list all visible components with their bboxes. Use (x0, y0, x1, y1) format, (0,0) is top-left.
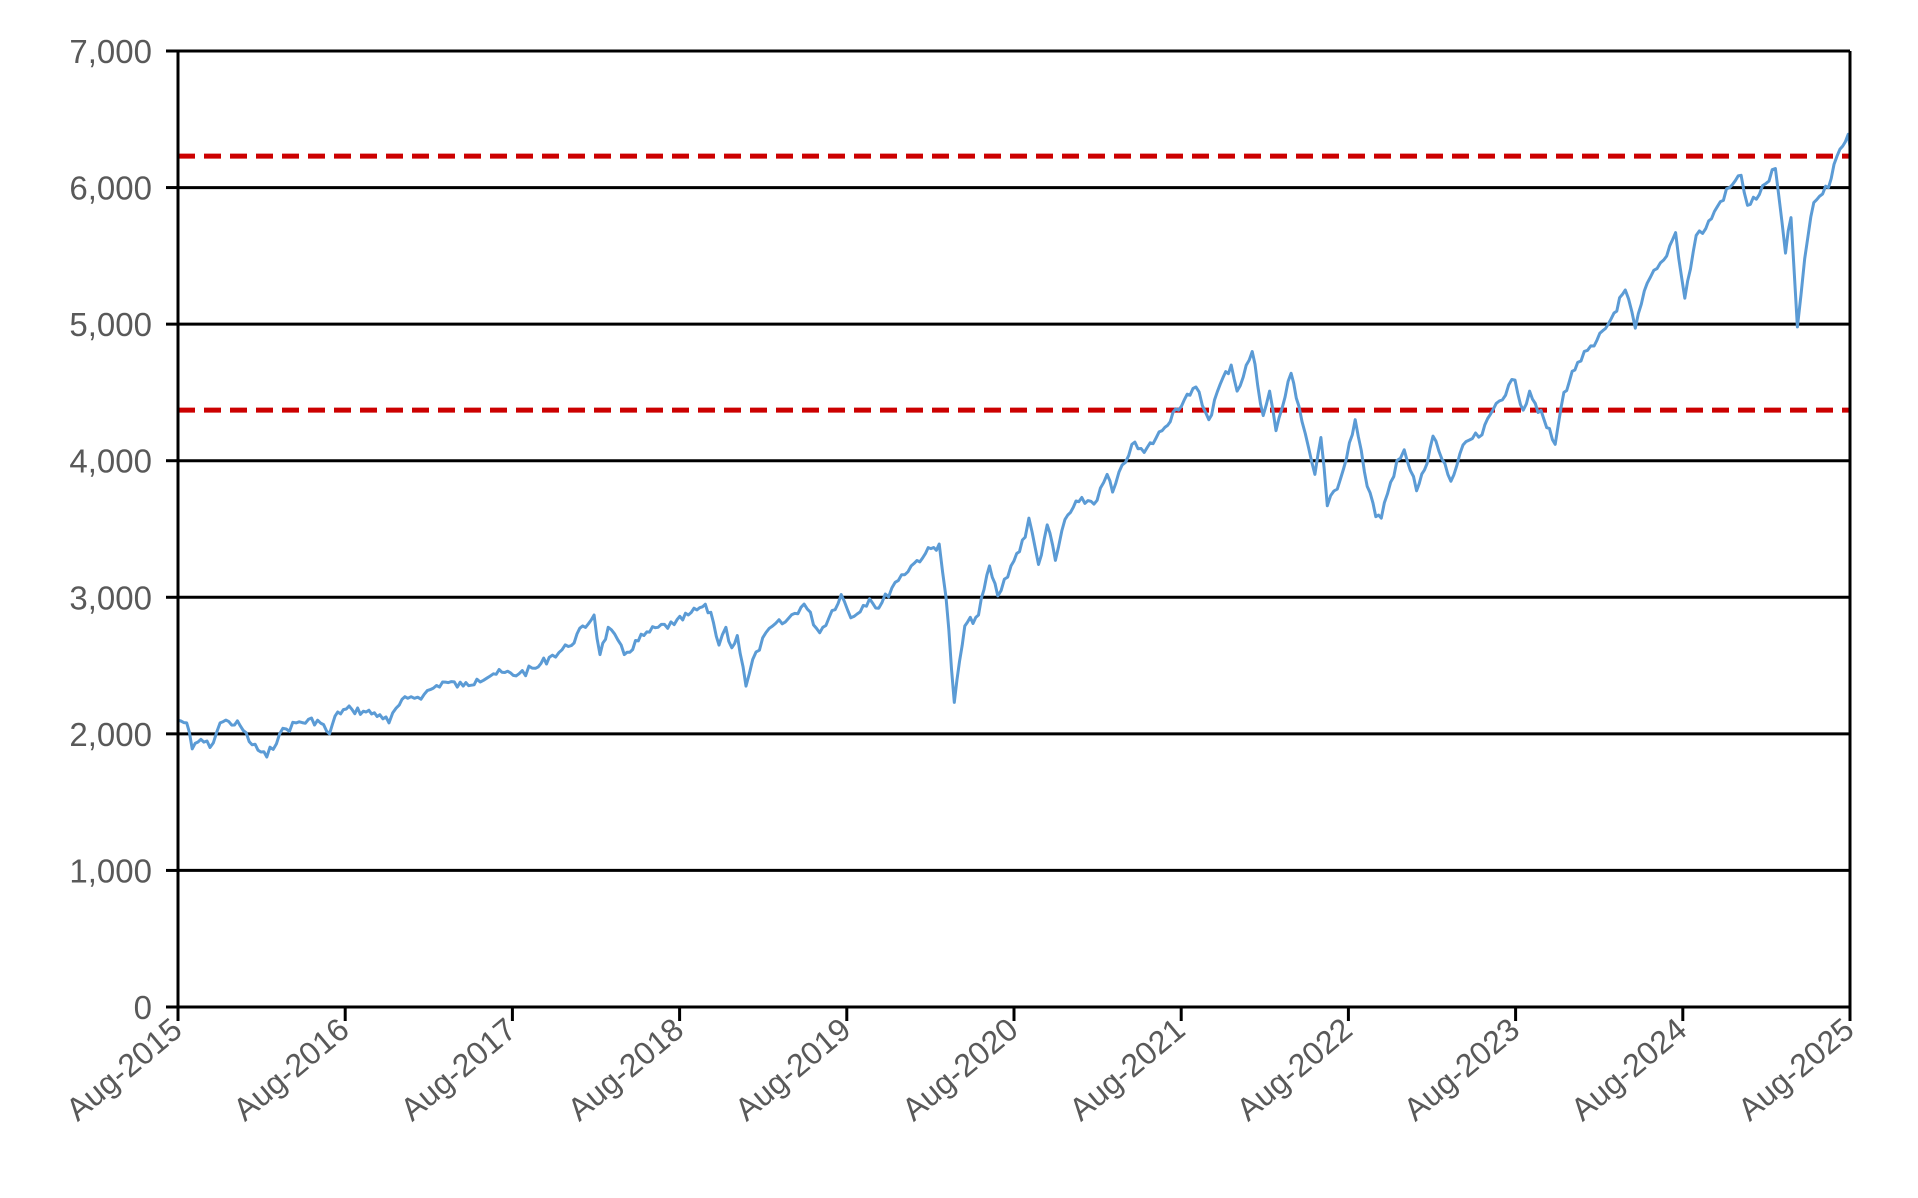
gridlines (178, 49, 1850, 1009)
y-tick-label: 3,000 (69, 579, 152, 616)
y-tick-label: 0 (134, 989, 152, 1026)
y-tick-label: 7,000 (69, 33, 152, 70)
y-tick-label: 5,000 (69, 306, 152, 343)
x-tick-label: Aug-2020 (895, 1011, 1024, 1128)
x-tick-label: Aug-2015 (59, 1011, 188, 1128)
x-axis-tick-labels: Aug-2015 Aug-2016 Aug-2017 Aug-2018 Aug-2019… (59, 1011, 1860, 1128)
x-tick-label: Aug-2018 (561, 1011, 690, 1128)
x-tick-label: Aug-2019 (728, 1011, 857, 1128)
y-tick-label: 6,000 (69, 170, 152, 207)
x-tick-label: Aug-2023 (1397, 1011, 1526, 1128)
x-tick-label: Aug-2016 (226, 1011, 355, 1128)
y-tick-label: 1,000 (69, 852, 152, 889)
y-axis-tick-labels: 0 1,000 2,000 3,000 4,000 5,000 6,000 7,000 (69, 33, 152, 1026)
x-tick-label: Aug-2021 (1062, 1011, 1191, 1128)
series-line (176, 132, 1852, 759)
y-tick-label: 4,000 (69, 443, 152, 480)
x-tick-label: Aug-2025 (1731, 1011, 1860, 1128)
y-tick-label: 2,000 (69, 716, 152, 753)
series-layer (176, 132, 1852, 759)
x-tick-label: Aug-2022 (1229, 1011, 1358, 1128)
reference-lines (178, 153, 1850, 413)
axes (166, 49, 1852, 1021)
x-tick-label: Aug-2024 (1564, 1011, 1693, 1128)
x-tick-label: Aug-2017 (393, 1011, 522, 1128)
